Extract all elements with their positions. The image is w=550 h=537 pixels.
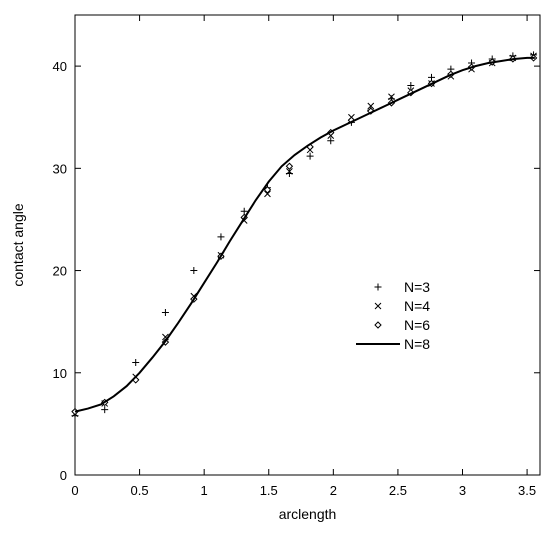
x-tick-label: 2	[330, 483, 337, 498]
x-tick-label: 2.5	[389, 483, 407, 498]
data-point	[428, 73, 435, 81]
data-point	[101, 406, 109, 414]
data-point	[285, 162, 294, 170]
y-axis: 0 10 20 30 40	[53, 59, 540, 483]
series-cross	[71, 52, 537, 418]
y-tick-label: 0	[60, 468, 67, 483]
legend-item: N=8	[356, 336, 430, 352]
x-tick-label: 1	[201, 483, 208, 498]
data-point	[240, 207, 248, 215]
legend-item: N=6	[374, 317, 430, 333]
data-point	[263, 186, 272, 194]
x-tick-label: 3.5	[518, 483, 536, 498]
data-point	[161, 308, 169, 316]
legend-label: N=8	[404, 336, 430, 352]
legend-label: N=3	[404, 279, 430, 295]
plot-frame	[74, 14, 541, 476]
legend-label: N=6	[404, 317, 430, 333]
series-line	[74, 56, 535, 413]
series-layer	[71, 51, 538, 420]
x-axis: 0 0.5 1 1.5 2 2.5 3 3.5	[71, 15, 536, 498]
series-diamond	[71, 54, 538, 416]
x-axis-title: arclength	[279, 506, 337, 522]
x-tick-label: 0	[71, 483, 78, 498]
legend: N=3 N=4 N=6 N=8	[356, 279, 430, 352]
series-line	[74, 56, 535, 413]
data-point	[190, 267, 198, 275]
data-point	[286, 168, 293, 175]
x-tick-label: 3	[459, 483, 466, 498]
legend-item: N=3	[374, 279, 430, 295]
x-tick-label: 0.5	[131, 483, 149, 498]
data-point	[407, 82, 415, 90]
y-tick-label: 10	[53, 366, 67, 381]
y-tick-label: 40	[53, 59, 67, 74]
y-axis-title: contact angle	[10, 203, 26, 286]
legend-item: N=4	[374, 298, 430, 314]
legend-marker	[374, 302, 382, 310]
data-point	[327, 137, 335, 145]
legend-label: N=4	[404, 298, 430, 314]
data-point	[367, 102, 375, 110]
data-point	[132, 359, 140, 367]
data-point	[306, 152, 314, 160]
x-tick-label: 1.5	[260, 483, 278, 498]
y-tick-label: 20	[53, 264, 67, 279]
data-point	[264, 190, 271, 198]
legend-marker	[374, 321, 382, 329]
data-point	[388, 93, 395, 101]
series-plus	[71, 51, 538, 420]
y-tick-label: 30	[53, 161, 67, 176]
data-point	[217, 233, 225, 241]
legend-marker	[374, 283, 382, 291]
